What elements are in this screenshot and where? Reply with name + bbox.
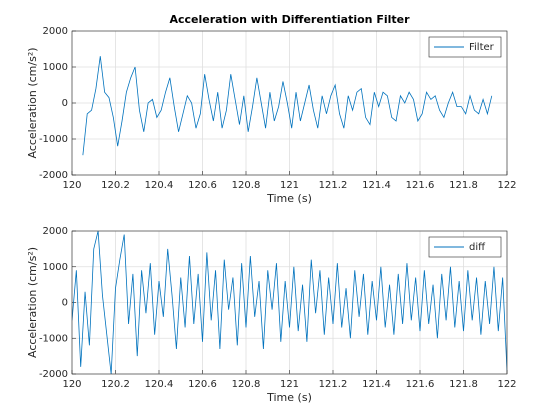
x-tick-label: 121.4 — [362, 379, 391, 390]
legend-label: diff — [469, 242, 486, 253]
x-tick-label: 120.2 — [101, 379, 130, 390]
y-tick-label: 1000 — [43, 262, 68, 273]
x-tick-label: 122 — [497, 379, 516, 390]
x-tick-label: 121.2 — [319, 379, 348, 390]
x-tick-label: 121.6 — [406, 180, 435, 191]
data-line — [82, 56, 493, 156]
y-tick-label: -2000 — [39, 369, 68, 380]
x-tick-label: 120 — [62, 379, 81, 390]
y-tick-label: -2000 — [39, 170, 68, 181]
x-tick-label: 121.8 — [449, 180, 478, 191]
chart-title: Acceleration with Differentiation Filter — [169, 13, 410, 26]
y-tick-label: -1000 — [39, 134, 68, 145]
x-tick-label: 120.4 — [145, 180, 174, 191]
x-tick-label: 120.6 — [188, 180, 217, 191]
data-line — [72, 231, 507, 374]
x-tick-label: 121 — [280, 379, 299, 390]
x-tick-label: 120.6 — [188, 379, 217, 390]
x-tick-label: 121.8 — [449, 379, 478, 390]
x-tick-label: 120.4 — [145, 379, 174, 390]
y-tick-label: 2000 — [43, 26, 68, 37]
y-axis-label: Acceleration (cm/s²) — [26, 247, 39, 358]
x-tick-label: 121 — [280, 180, 299, 191]
y-axis-label: Acceleration (cm/s²) — [26, 47, 39, 158]
x-tick-label: 120.8 — [232, 180, 261, 191]
x-tick-label: 121.4 — [362, 180, 391, 191]
x-tick-label: 120 — [62, 180, 81, 191]
legend-label: Filter — [469, 42, 495, 53]
axes-frame — [71, 230, 508, 375]
x-tick-label: 122 — [497, 180, 516, 191]
y-tick-label: 1000 — [43, 62, 68, 73]
x-tick-label: 120.2 — [101, 180, 130, 191]
x-tick-label: 120.8 — [232, 379, 261, 390]
y-tick-label: 2000 — [43, 226, 68, 237]
x-axis-label: Time (s) — [266, 391, 312, 404]
x-axis-label: Time (s) — [266, 192, 312, 205]
axes-frame — [71, 30, 508, 176]
x-tick-label: 121.2 — [319, 180, 348, 191]
x-tick-label: 121.6 — [406, 379, 435, 390]
legend-box — [428, 36, 502, 58]
y-tick-label: -1000 — [39, 333, 68, 344]
legend-box — [428, 236, 502, 258]
y-tick-label: 0 — [62, 98, 68, 109]
y-tick-label: 0 — [62, 298, 68, 309]
